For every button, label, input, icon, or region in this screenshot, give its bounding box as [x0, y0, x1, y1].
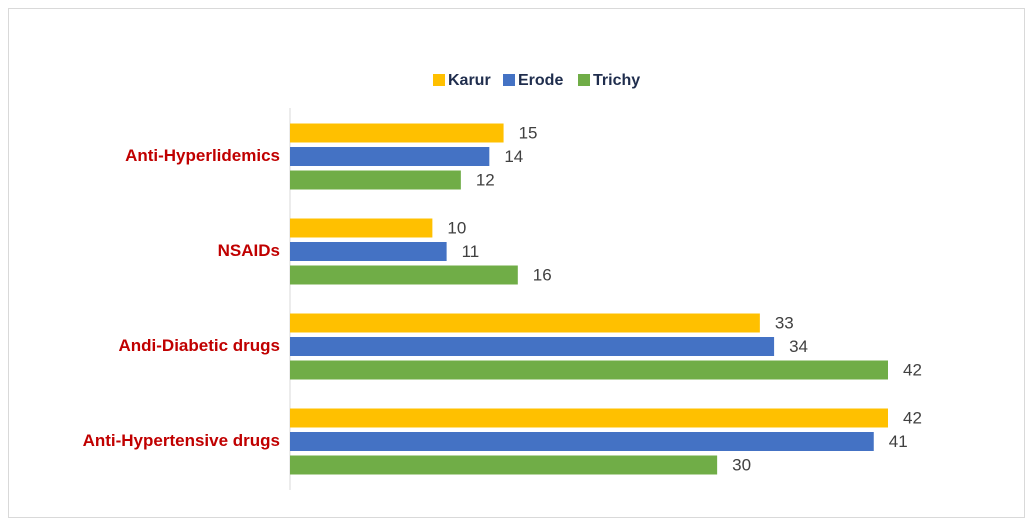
- category-label: Anti-Hypertensive drugs: [83, 431, 280, 450]
- bar: [290, 123, 504, 143]
- data-label: 41: [889, 432, 908, 451]
- bar: [290, 265, 518, 285]
- legend-label: Karur: [448, 72, 491, 89]
- bar: [290, 408, 888, 428]
- category-label: NSAIDs: [218, 241, 280, 260]
- category-label: Andi-Diabetic drugs: [118, 336, 280, 355]
- data-label: 33: [775, 313, 794, 332]
- bar: [290, 313, 760, 333]
- data-label: 42: [903, 408, 922, 427]
- bar: [290, 455, 718, 475]
- category-label: Anti-Hyperlidemics: [125, 146, 280, 165]
- bar: [290, 337, 775, 356]
- bar: [290, 242, 447, 261]
- data-label: 14: [504, 147, 523, 166]
- legend-swatch: [503, 74, 515, 86]
- bar: [290, 170, 461, 190]
- bar: [290, 432, 874, 451]
- legend-label: Erode: [518, 72, 563, 89]
- legend-label: Trichy: [593, 72, 640, 89]
- bar: [290, 218, 433, 238]
- data-label: 12: [476, 170, 495, 189]
- data-label: 16: [533, 265, 552, 284]
- legend-swatch: [433, 74, 445, 86]
- data-label: 34: [789, 337, 808, 356]
- bar: [290, 360, 888, 380]
- data-label: 11: [462, 242, 480, 261]
- data-label: 42: [903, 360, 922, 379]
- data-label: 30: [732, 455, 751, 474]
- legend-swatch: [578, 74, 590, 86]
- data-label: 10: [447, 218, 466, 237]
- data-label: 15: [519, 123, 538, 142]
- bar: [290, 147, 490, 166]
